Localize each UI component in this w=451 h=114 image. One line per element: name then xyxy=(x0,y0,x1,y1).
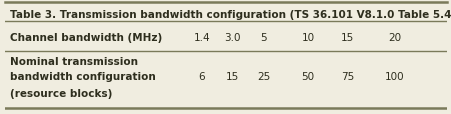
Text: 1.4: 1.4 xyxy=(193,33,209,43)
Text: Table 3. Transmission bandwidth configuration (TS 36.101 V8.1.0 Table 5.4.2-1): Table 3. Transmission bandwidth configur… xyxy=(10,10,451,20)
Text: (resource blocks): (resource blocks) xyxy=(10,88,112,98)
Text: 25: 25 xyxy=(257,71,270,81)
Text: 50: 50 xyxy=(301,71,314,81)
Text: 15: 15 xyxy=(226,71,239,81)
Text: 6: 6 xyxy=(198,71,204,81)
Text: Channel bandwidth (MHz): Channel bandwidth (MHz) xyxy=(10,33,162,43)
Text: 10: 10 xyxy=(301,33,314,43)
Text: 75: 75 xyxy=(341,71,354,81)
Text: 20: 20 xyxy=(387,33,400,43)
Text: 15: 15 xyxy=(341,33,354,43)
Text: bandwidth configuration: bandwidth configuration xyxy=(10,72,155,82)
Text: 5: 5 xyxy=(260,33,267,43)
Text: 100: 100 xyxy=(384,71,403,81)
Text: Nominal transmission: Nominal transmission xyxy=(10,56,138,66)
Text: 3.0: 3.0 xyxy=(224,33,240,43)
